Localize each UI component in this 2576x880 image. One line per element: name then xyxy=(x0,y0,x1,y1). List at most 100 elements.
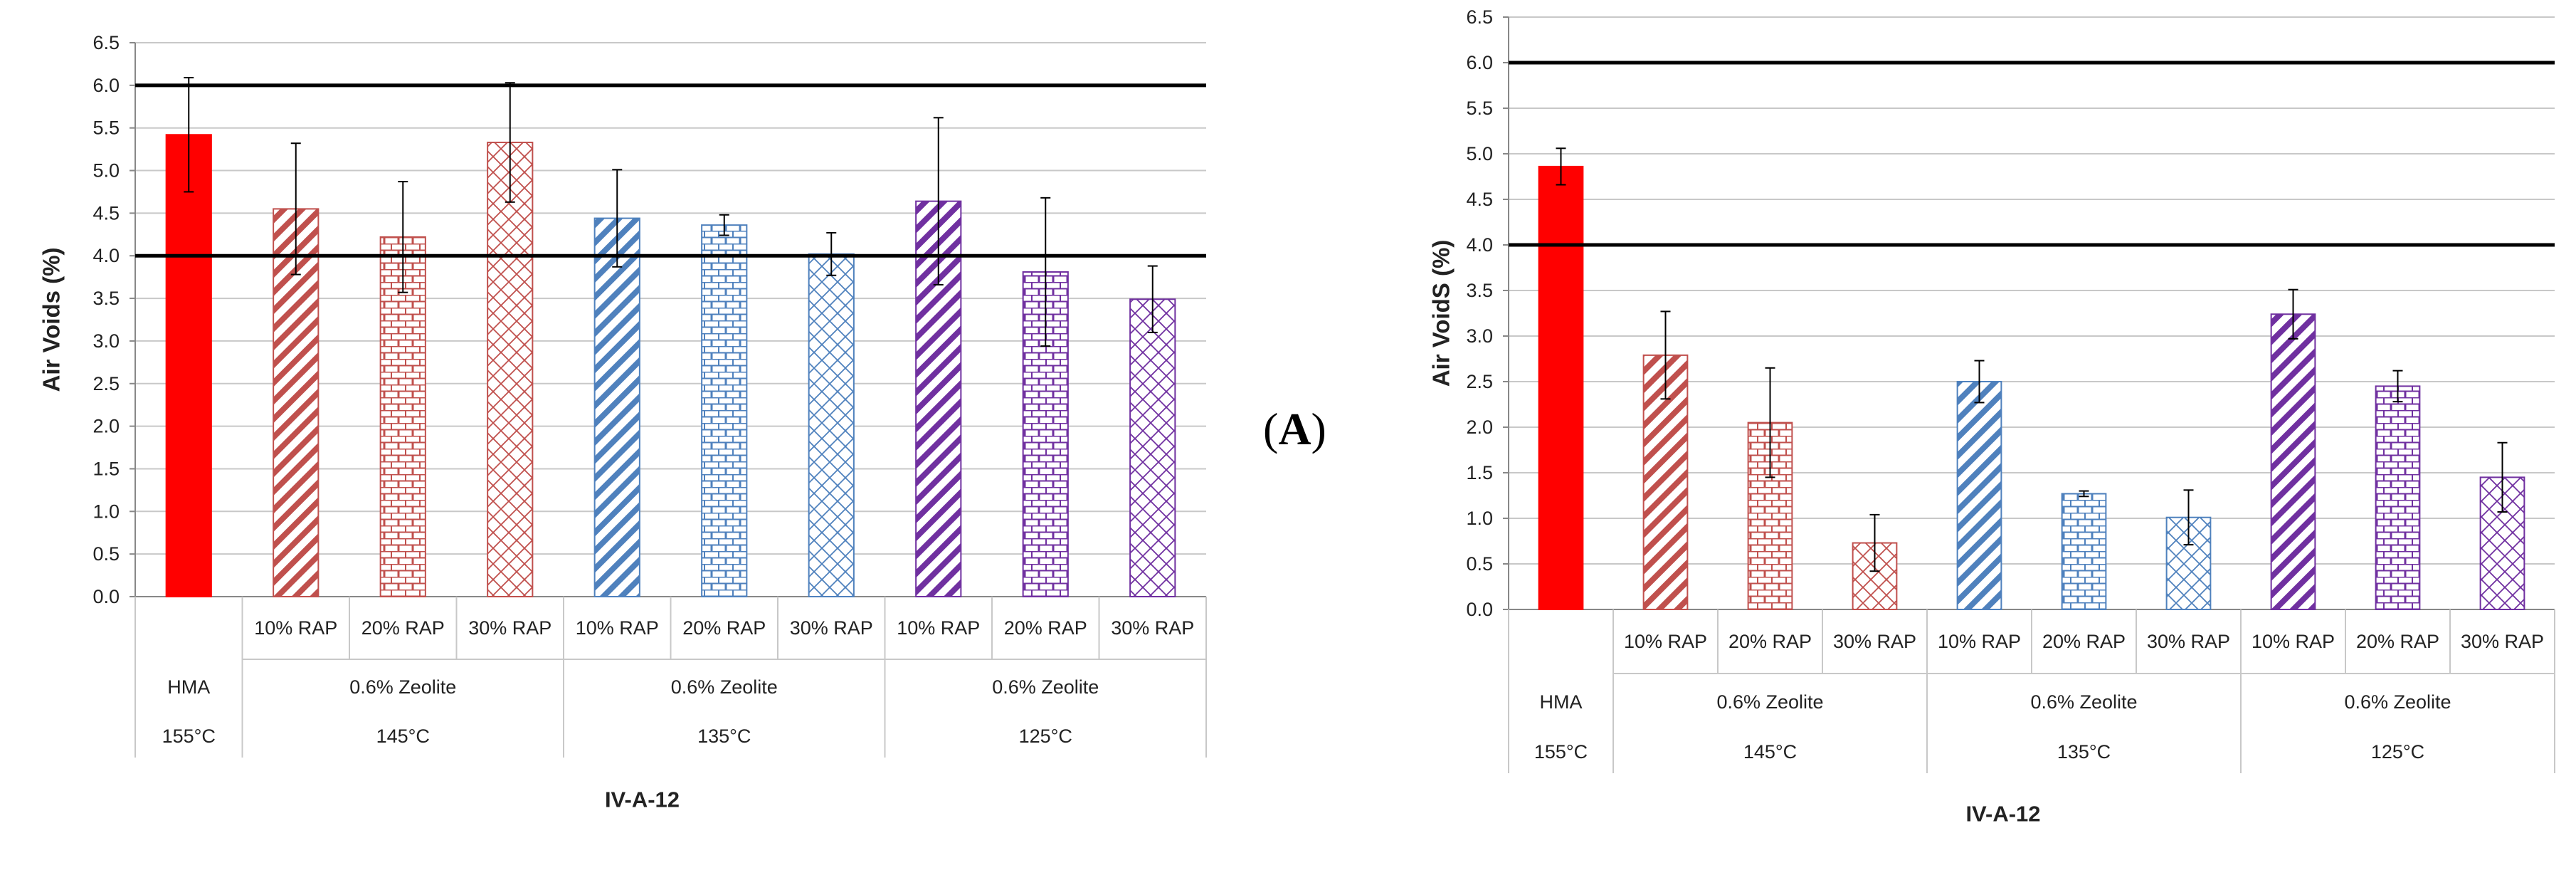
x-group-label: 0.6% Zeolite xyxy=(671,676,778,698)
y-tick-label: 2.5 xyxy=(1466,371,1493,392)
panel-label: (A) xyxy=(1263,403,1326,456)
y-tick-label: 3.5 xyxy=(1466,280,1493,301)
error-bar xyxy=(2079,490,2089,498)
y-axis-title: Air Voids (%) xyxy=(38,248,65,392)
x-group-label: 0.6% Zeolite xyxy=(2030,691,2137,713)
x-temperature-label: 155°C xyxy=(1534,741,1588,763)
error-bar xyxy=(2288,288,2298,340)
bar xyxy=(1129,298,1176,597)
x-category-label: 20% RAP xyxy=(1728,631,1812,652)
y-tick-label: 0.5 xyxy=(93,543,120,565)
y-tick-label: 5.0 xyxy=(1466,143,1493,164)
x-category-label: 20% RAP xyxy=(682,617,766,639)
error-bar xyxy=(612,169,623,268)
error-bar xyxy=(398,181,408,293)
x-temperature-label: 135°C xyxy=(2057,741,2111,763)
y-tick-label: 1.0 xyxy=(1466,508,1493,529)
y-tick-label: 1.5 xyxy=(93,458,120,479)
x-category-label: 20% RAP xyxy=(361,617,445,639)
x-category-label: 10% RAP xyxy=(576,617,659,639)
x-temperature-label: 125°C xyxy=(1019,726,1072,747)
y-tick-label: 2.0 xyxy=(1466,417,1493,438)
y-tick-label: 4.0 xyxy=(93,245,120,266)
bar xyxy=(593,217,640,597)
error-bar xyxy=(719,214,729,236)
error-bar xyxy=(1974,360,1985,404)
x-temperature-label: 145°C xyxy=(1743,741,1797,763)
x-group-label: 0.6% Zeolite xyxy=(349,676,456,698)
y-tick-label: 2.5 xyxy=(93,373,120,394)
bar xyxy=(487,142,534,598)
y-tick-label: 2.0 xyxy=(93,416,120,437)
x-category-label: 20% RAP xyxy=(1004,617,1087,639)
y-tick-label: 5.5 xyxy=(1466,98,1493,119)
x-temperature-label: 145°C xyxy=(376,726,430,747)
x-category-label: 10% RAP xyxy=(897,617,980,639)
x-category-label: 30% RAP xyxy=(790,617,873,639)
x-category-label: 10% RAP xyxy=(2252,631,2335,652)
y-tick-label: 3.0 xyxy=(1466,325,1493,347)
error-bar xyxy=(2183,489,2194,546)
y-axis-title: Air VoidS (%) xyxy=(1428,240,1455,387)
error-bar xyxy=(1660,310,1671,400)
bar xyxy=(2061,493,2107,610)
bar xyxy=(1538,165,1584,611)
y-tick-label: 6.0 xyxy=(93,75,120,96)
error-bar xyxy=(290,142,301,276)
error-bar xyxy=(2497,441,2508,513)
x-axis-title: IV-A-12 xyxy=(1965,802,2040,827)
error-bar xyxy=(1765,367,1775,478)
right-chart: 0.0 0.5 1.0 1.5 2.0 2.5 3.0 3.5 4.0 4.5 5.0 5.5 6.0 6… xyxy=(1428,6,2555,827)
x-category-label: 20% RAP xyxy=(2356,631,2439,652)
y-tick-label: 4.5 xyxy=(1466,189,1493,210)
y-tick-label: 4.0 xyxy=(1466,234,1493,256)
x-group-label: HMA xyxy=(167,676,210,698)
bar xyxy=(165,134,212,597)
left-chart: 0.0 0.5 1.0 1.5 2.0 2.5 3.0 3.5 4.0 4.5 5.0 5.5 6.0 6… xyxy=(38,32,1207,812)
bar xyxy=(1956,381,2002,610)
error-bar xyxy=(1869,513,1880,572)
x-axis-title: IV-A-12 xyxy=(605,787,680,812)
bar xyxy=(2375,385,2421,611)
y-tick-label: 6.0 xyxy=(1466,52,1493,73)
y-tick-label: 3.5 xyxy=(93,288,120,309)
panel-label-open: ( xyxy=(1263,404,1279,454)
error-bar xyxy=(184,77,194,193)
error-bar xyxy=(505,82,515,203)
y-tick-label: 1.5 xyxy=(1466,462,1493,483)
bar xyxy=(379,236,426,597)
panel-label-letter: A xyxy=(1278,404,1311,454)
x-category-label: 10% RAP xyxy=(1938,631,2021,652)
y-tick-label: 0.0 xyxy=(93,586,120,607)
x-group-label: 0.6% Zeolite xyxy=(1716,691,1823,713)
x-category-label: 30% RAP xyxy=(2461,631,2544,652)
y-tick-label: 5.5 xyxy=(93,117,120,139)
x-category-label: 30% RAP xyxy=(2147,631,2230,652)
x-category-label: 30% RAP xyxy=(1111,617,1194,639)
bar xyxy=(701,224,748,597)
x-category-label: 20% RAP xyxy=(2042,631,2126,652)
error-bar xyxy=(1556,147,1566,186)
x-group-label: HMA xyxy=(1540,691,1583,713)
panel-label-close: ) xyxy=(1311,404,1326,454)
y-tick-label: 4.5 xyxy=(93,202,120,224)
error-bar xyxy=(1147,265,1158,333)
x-group-label: 0.6% Zeolite xyxy=(992,676,1099,698)
x-category-label: 30% RAP xyxy=(468,617,551,639)
y-tick-label: 0.5 xyxy=(1466,553,1493,575)
bar xyxy=(808,253,855,597)
error-bar xyxy=(1040,197,1051,347)
y-tick-label: 6.5 xyxy=(1466,6,1493,28)
x-category-label: 30% RAP xyxy=(1833,631,1916,652)
y-tick-label: 3.0 xyxy=(93,330,120,352)
y-tick-label: 1.0 xyxy=(93,501,120,522)
x-category-label: 10% RAP xyxy=(254,617,337,639)
y-tick-label: 6.5 xyxy=(93,32,120,53)
y-tick-label: 0.0 xyxy=(1466,599,1493,620)
x-group-label: 0.6% Zeolite xyxy=(2344,691,2451,713)
error-bar xyxy=(2392,370,2403,403)
x-temperature-label: 135°C xyxy=(697,726,751,747)
y-tick-label: 5.0 xyxy=(93,160,120,182)
bar xyxy=(2270,313,2316,610)
